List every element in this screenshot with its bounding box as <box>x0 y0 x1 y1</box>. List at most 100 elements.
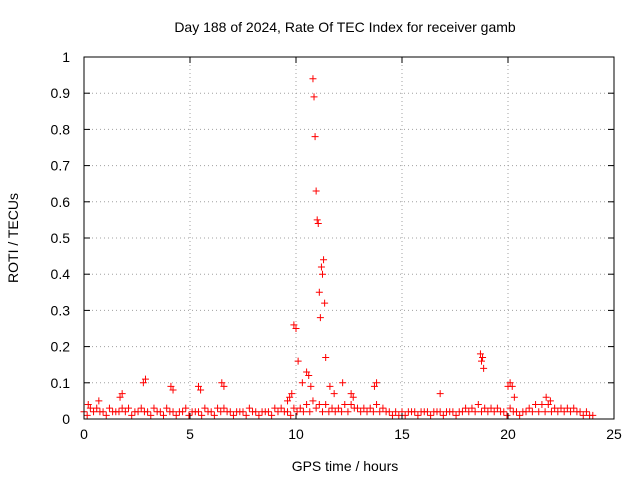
data-point <box>172 411 180 419</box>
data-point <box>373 379 381 387</box>
y-tick-label: 0.8 <box>51 121 71 137</box>
data-point <box>506 379 514 387</box>
data-point <box>321 299 329 307</box>
data-point <box>509 408 517 416</box>
data-point <box>312 187 320 195</box>
data-point <box>125 404 133 412</box>
data-point <box>334 404 342 412</box>
data-point <box>309 397 317 405</box>
data-point <box>379 404 387 412</box>
data-point <box>338 408 346 416</box>
data-point <box>290 321 298 329</box>
data-point <box>139 379 147 387</box>
data-point <box>373 401 381 409</box>
data-point <box>481 404 489 412</box>
y-tick-label: 0.2 <box>51 339 71 355</box>
data-point <box>395 411 403 419</box>
data-point <box>277 404 285 412</box>
data-point <box>115 408 123 416</box>
data-point <box>433 408 441 416</box>
data-point <box>567 408 575 416</box>
data-point <box>508 382 516 390</box>
data-point <box>210 411 218 419</box>
data-point <box>93 404 101 412</box>
data-point <box>414 411 422 419</box>
data-point <box>320 256 328 264</box>
y-tick-label: 1 <box>62 49 70 65</box>
data-point <box>201 404 209 412</box>
data-point <box>328 404 336 412</box>
data-point <box>478 408 485 416</box>
data-point <box>303 368 311 376</box>
data-point <box>347 401 355 409</box>
axis-ticks <box>83 56 615 420</box>
data-point <box>458 408 466 416</box>
x-tick-label: 20 <box>500 426 516 442</box>
data-point <box>153 408 161 416</box>
data-point <box>315 288 323 296</box>
data-point <box>90 408 98 416</box>
y-tick-label: 0.4 <box>51 266 71 282</box>
data-point <box>319 270 326 278</box>
data-point <box>349 393 357 401</box>
data-point <box>582 408 590 416</box>
data-point <box>382 408 390 416</box>
data-point <box>506 404 514 412</box>
data-point <box>118 404 126 412</box>
data-point <box>503 411 511 419</box>
data-point <box>86 404 94 412</box>
data-point <box>319 408 326 416</box>
data-point <box>369 408 377 416</box>
data-point <box>141 375 149 383</box>
data-point <box>290 404 298 412</box>
data-point <box>326 382 334 390</box>
data-point <box>312 404 320 412</box>
data-point <box>169 386 177 394</box>
data-point <box>274 408 282 416</box>
data-point <box>551 404 559 412</box>
data-point <box>563 404 571 412</box>
data-point <box>557 404 565 412</box>
data-point <box>350 404 358 412</box>
data-point <box>322 401 330 409</box>
data-point <box>261 408 269 416</box>
data-point <box>182 404 190 412</box>
data-point <box>347 390 355 398</box>
data-point <box>535 408 543 416</box>
data-point <box>271 404 279 412</box>
data-point <box>516 411 524 419</box>
data-point <box>249 408 257 416</box>
data-point <box>542 393 550 401</box>
data-point <box>360 404 368 412</box>
data-point <box>579 411 587 419</box>
data-point <box>341 401 349 409</box>
data-point <box>242 411 250 419</box>
data-point <box>105 404 113 412</box>
data-point <box>376 408 384 416</box>
data-point <box>317 263 325 271</box>
data-point <box>370 382 378 390</box>
data-point <box>288 390 296 398</box>
data-point <box>570 404 578 412</box>
y-tick-label: 0.3 <box>51 302 71 318</box>
y-tick-label: 0.5 <box>51 230 71 246</box>
data-point <box>102 411 110 419</box>
x-tick-label: 15 <box>394 426 410 442</box>
data-point <box>284 397 292 405</box>
chart-title: Day 188 of 2024, Rate Of TEC Index for r… <box>174 19 516 35</box>
data-point <box>478 357 485 365</box>
data-point <box>446 408 454 416</box>
data-point <box>198 411 206 419</box>
data-point <box>560 408 568 416</box>
data-point <box>118 390 126 398</box>
data-point <box>532 401 540 409</box>
data-point <box>296 404 304 412</box>
data-point <box>487 404 495 412</box>
data-point <box>197 386 205 394</box>
data-point <box>479 353 487 361</box>
data-point <box>292 325 300 332</box>
data-point <box>140 408 148 416</box>
data-point <box>305 372 313 380</box>
data-point <box>522 408 530 416</box>
